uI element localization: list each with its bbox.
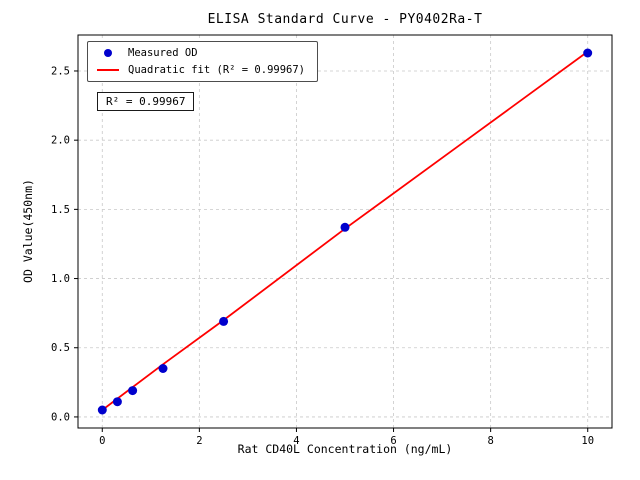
svg-text:0: 0 xyxy=(99,435,105,447)
legend-item-quadratic-fit: Quadratic fit (R² = 0.99967) xyxy=(97,64,305,76)
svg-text:1.5: 1.5 xyxy=(51,204,70,216)
svg-text:1.0: 1.0 xyxy=(51,273,70,285)
legend-label: Quadratic fit (R² = 0.99967) xyxy=(128,64,306,76)
svg-text:2.5: 2.5 xyxy=(51,65,70,77)
line-marker-icon xyxy=(97,69,119,71)
x-axis-label: Rat CD40L Concentration (ng/mL) xyxy=(237,442,453,456)
svg-text:10: 10 xyxy=(581,435,594,447)
svg-text:2.0: 2.0 xyxy=(51,135,70,147)
scatter-marker-icon xyxy=(104,49,112,57)
legend-label: Measured OD xyxy=(128,47,198,59)
svg-text:0.0: 0.0 xyxy=(51,411,70,423)
legend-item-measured-od: Measured OD xyxy=(97,47,305,59)
svg-text:4: 4 xyxy=(293,435,299,447)
chart-title: ELISA Standard Curve - PY0402Ra-T xyxy=(207,12,483,27)
svg-text:8: 8 xyxy=(487,435,493,447)
r-squared-annotation: R² = 0.99967 xyxy=(97,92,195,111)
legend: Measured OD Quadratic fit (R² = 0.99967) xyxy=(87,41,319,82)
svg-text:2: 2 xyxy=(196,435,202,447)
svg-text:6: 6 xyxy=(390,435,396,447)
svg-text:0.5: 0.5 xyxy=(51,342,70,354)
y-axis-label: OD Value(450nm) xyxy=(21,179,35,283)
